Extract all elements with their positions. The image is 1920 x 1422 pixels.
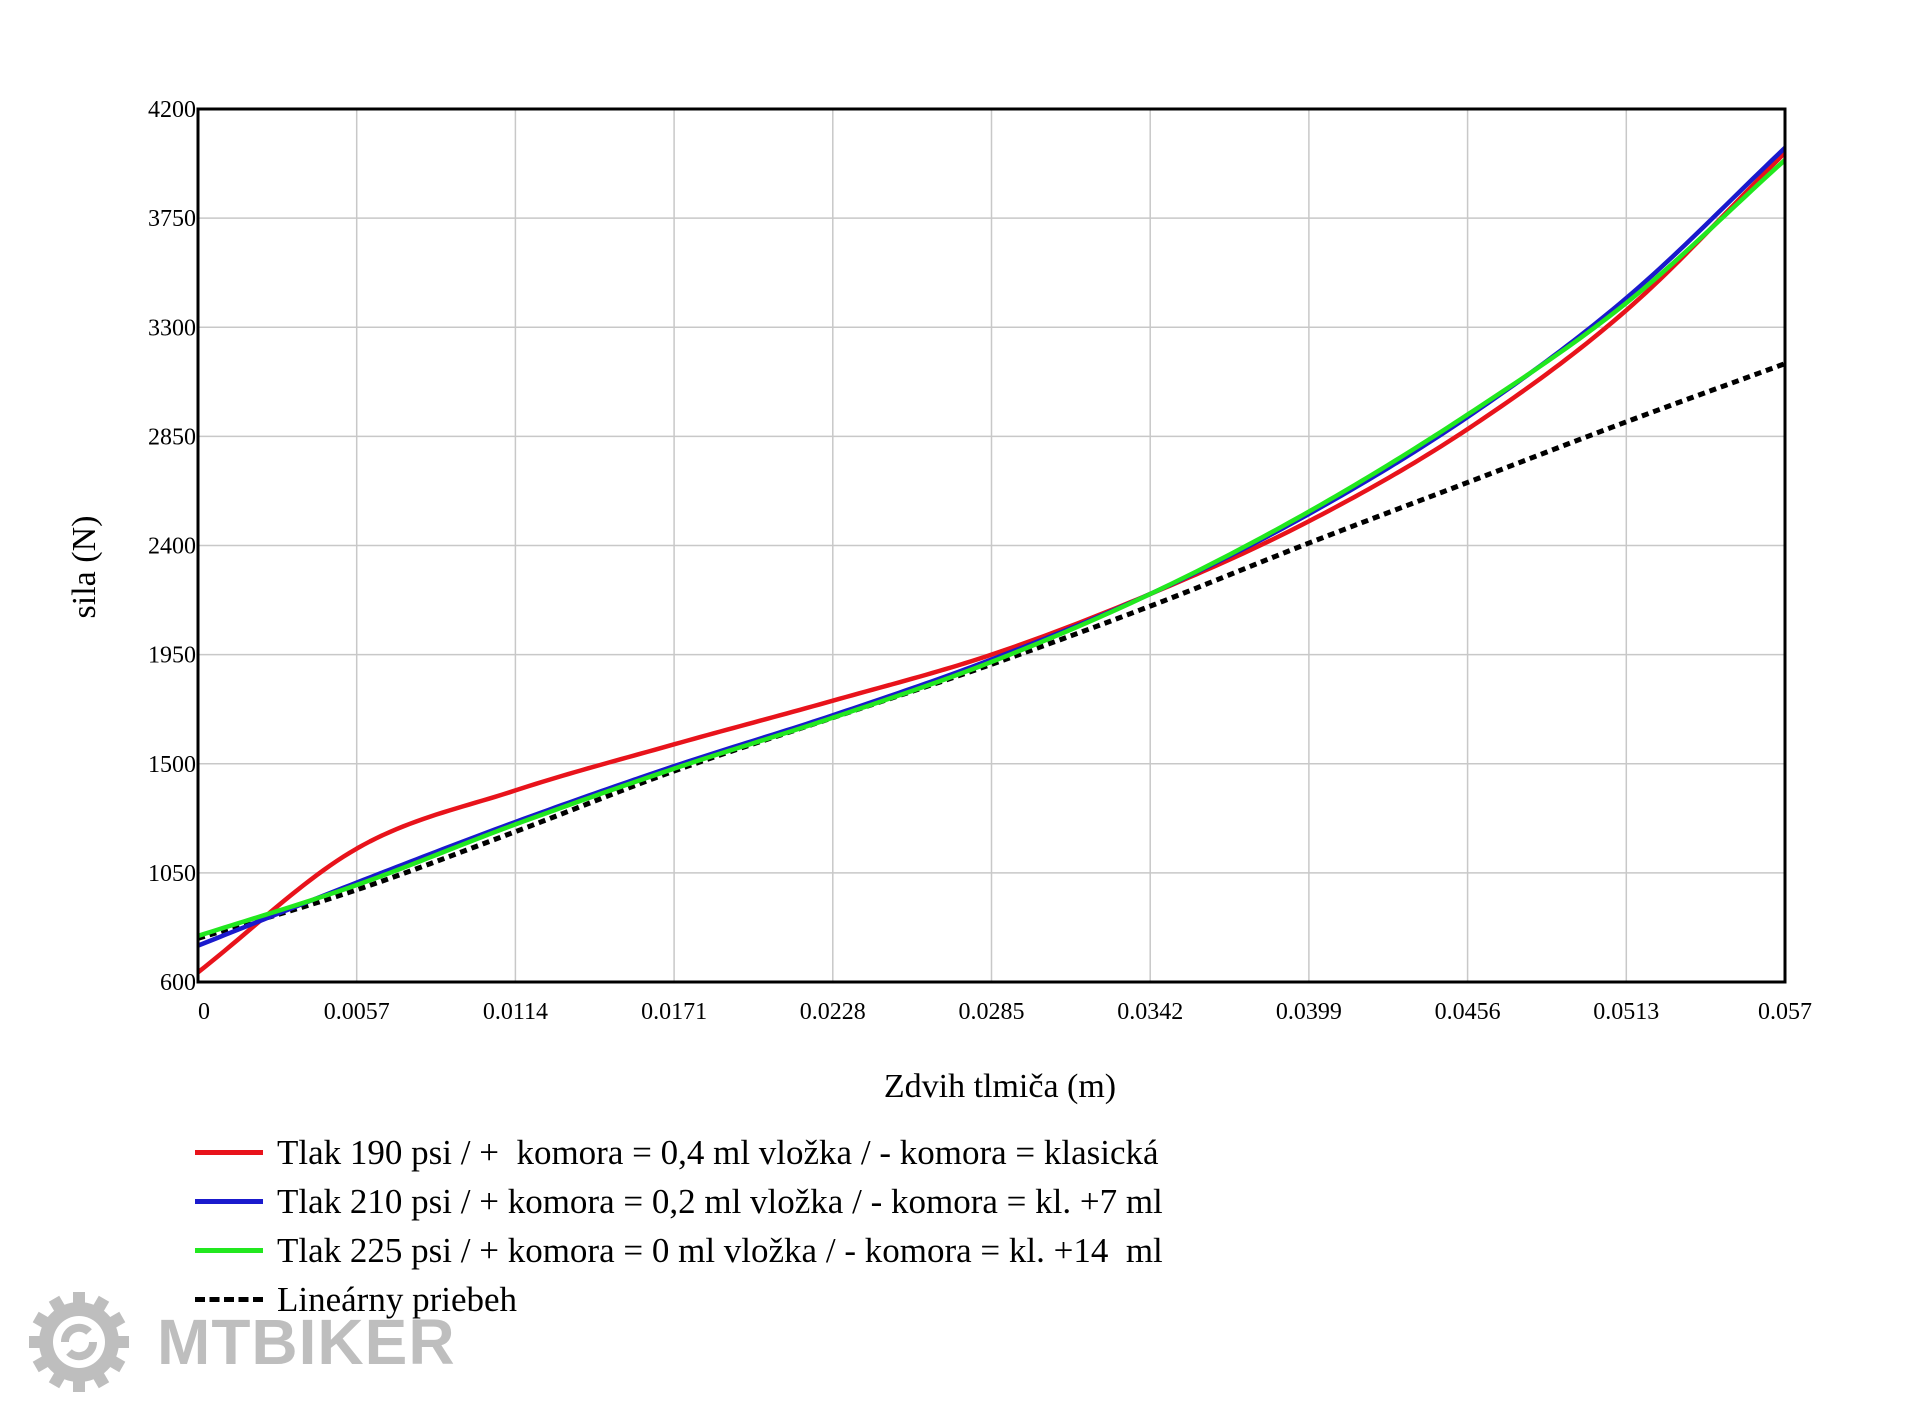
y-tick-labels: 600 1050 1500 1950 2400 2850 3300 3750 4200 bbox=[148, 97, 196, 996]
y-tick-label: 4200 bbox=[148, 97, 196, 123]
legend-swatch-dashed-black bbox=[195, 1297, 263, 1302]
x-tick-label: 0.0456 bbox=[1435, 999, 1501, 1025]
legend-label: Tlak 210 psi / + komora = 0,2 ml vložka … bbox=[277, 1181, 1163, 1221]
legend-swatch-green bbox=[195, 1248, 263, 1253]
y-tick-label: 3750 bbox=[148, 206, 196, 232]
series-line bbox=[197, 361, 1786, 941]
legend-item-linear: Lineárny priebeh bbox=[195, 1275, 1163, 1324]
legend-label: Lineárny priebeh bbox=[277, 1279, 518, 1319]
x-tick-label: 0.057 bbox=[1758, 999, 1812, 1025]
y-tick-label: 3300 bbox=[148, 315, 196, 341]
y-tick-label: 600 bbox=[160, 970, 196, 996]
x-tick-label: 0.0513 bbox=[1593, 999, 1659, 1025]
x-tick-label: 0.0171 bbox=[641, 999, 707, 1025]
x-tick-label: 0 bbox=[198, 999, 210, 1025]
series-line bbox=[197, 158, 1787, 939]
y-tick-label: 2400 bbox=[148, 534, 196, 560]
series-lines bbox=[196, 146, 1787, 975]
y-tick-label: 1050 bbox=[148, 861, 196, 887]
y-tick-label: 2850 bbox=[148, 424, 196, 450]
x-tick-label: 0.0114 bbox=[483, 999, 548, 1025]
grid-lines bbox=[198, 109, 1785, 982]
legend: Tlak 190 psi / + komora = 0,4 ml vložka … bbox=[195, 1128, 1163, 1324]
bike-chainring-logo-icon bbox=[29, 1292, 129, 1392]
y-tick-label: 1500 bbox=[148, 752, 196, 778]
y-axis-title: sila (N) bbox=[66, 516, 103, 619]
x-tick-labels: 0 0.0057 0.0114 0.0171 0.0228 0.0285 0.0342 0.0… bbox=[198, 999, 1812, 1025]
legend-swatch-blue bbox=[195, 1199, 263, 1204]
x-tick-label: 0.0342 bbox=[1117, 999, 1183, 1025]
x-tick-label: 0.0057 bbox=[324, 999, 390, 1025]
y-tick-label: 1950 bbox=[148, 643, 196, 669]
legend-item-225psi: Tlak 225 psi / + komora = 0 ml vložka / … bbox=[195, 1226, 1163, 1275]
legend-label: Tlak 225 psi / + komora = 0 ml vložka / … bbox=[277, 1230, 1163, 1270]
x-tick-label: 0.0228 bbox=[800, 999, 866, 1025]
watermark-text: MTBIKER bbox=[157, 1306, 456, 1378]
x-tick-label: 0.0285 bbox=[959, 999, 1025, 1025]
plot-frame bbox=[196, 107, 1787, 984]
series-line bbox=[196, 151, 1787, 975]
legend-item-210psi: Tlak 210 psi / + komora = 0,2 ml vložka … bbox=[195, 1177, 1163, 1226]
x-axis-title: Zdvih tlmiča (m) bbox=[884, 1068, 1116, 1105]
legend-label: Tlak 190 psi / + komora = 0,4 ml vložka … bbox=[277, 1132, 1159, 1172]
watermark: MTBIKER bbox=[25, 1288, 456, 1396]
legend-item-190psi: Tlak 190 psi / + komora = 0,4 ml vložka … bbox=[195, 1128, 1163, 1177]
legend-swatch-red bbox=[195, 1150, 263, 1155]
x-tick-label: 0.0399 bbox=[1276, 999, 1342, 1025]
